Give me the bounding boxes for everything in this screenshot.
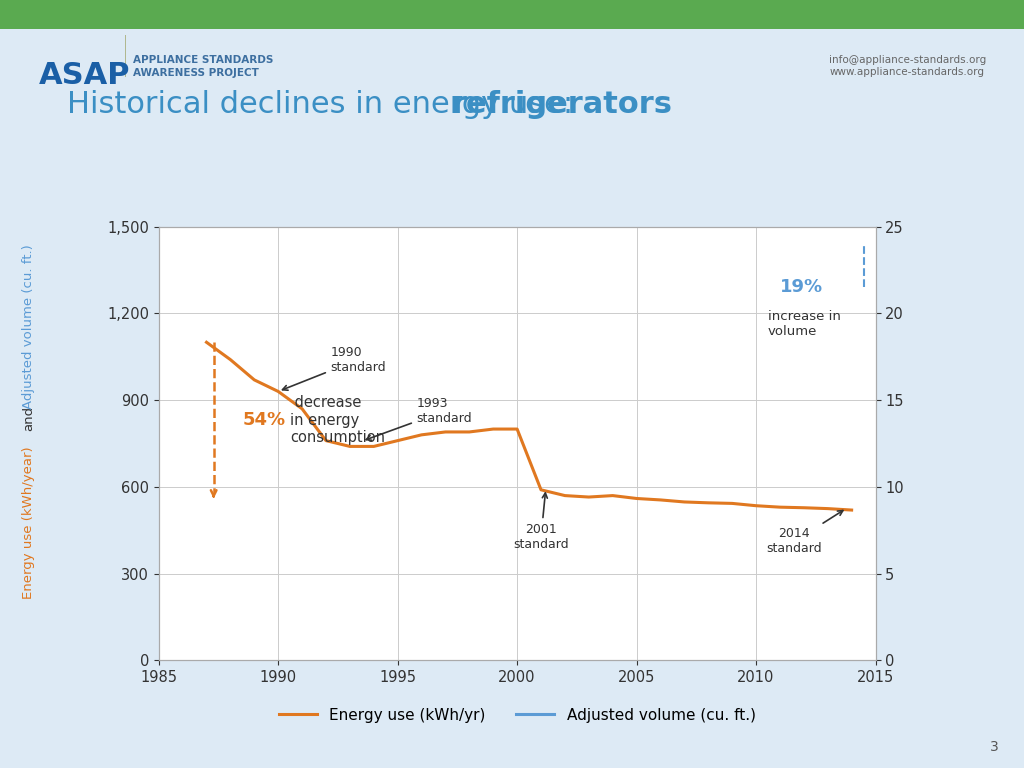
Text: 3: 3: [989, 740, 998, 754]
Text: Adjusted volume (cu. ft.): Adjusted volume (cu. ft.): [23, 244, 35, 409]
Text: 2001
standard: 2001 standard: [513, 493, 568, 551]
Text: Historical declines in energy use:: Historical declines in energy use:: [67, 90, 583, 119]
Text: 19%: 19%: [780, 278, 823, 296]
Text: 1990
standard: 1990 standard: [283, 346, 386, 390]
Text: refrigerators: refrigerators: [452, 90, 673, 119]
Text: 1993
standard: 1993 standard: [367, 397, 472, 440]
Text: ASAP: ASAP: [39, 61, 130, 91]
Legend: Energy use (kWh/yr), Adjusted volume (cu. ft.): Energy use (kWh/yr), Adjusted volume (cu…: [272, 701, 762, 729]
Text: decrease
in energy
consumption: decrease in energy consumption: [290, 396, 385, 445]
Text: and: and: [23, 406, 35, 431]
Text: AWARENESS PROJECT: AWARENESS PROJECT: [133, 68, 259, 78]
Text: APPLIANCE STANDARDS: APPLIANCE STANDARDS: [133, 55, 273, 65]
Text: 2014
standard: 2014 standard: [767, 511, 843, 555]
Text: info@appliance-standards.org
www.appliance-standards.org: info@appliance-standards.org www.applian…: [829, 55, 987, 77]
Text: Energy use (kWh/year): Energy use (kWh/year): [23, 446, 35, 598]
Text: increase in
volume: increase in volume: [768, 310, 841, 338]
Text: 54%: 54%: [243, 412, 286, 429]
